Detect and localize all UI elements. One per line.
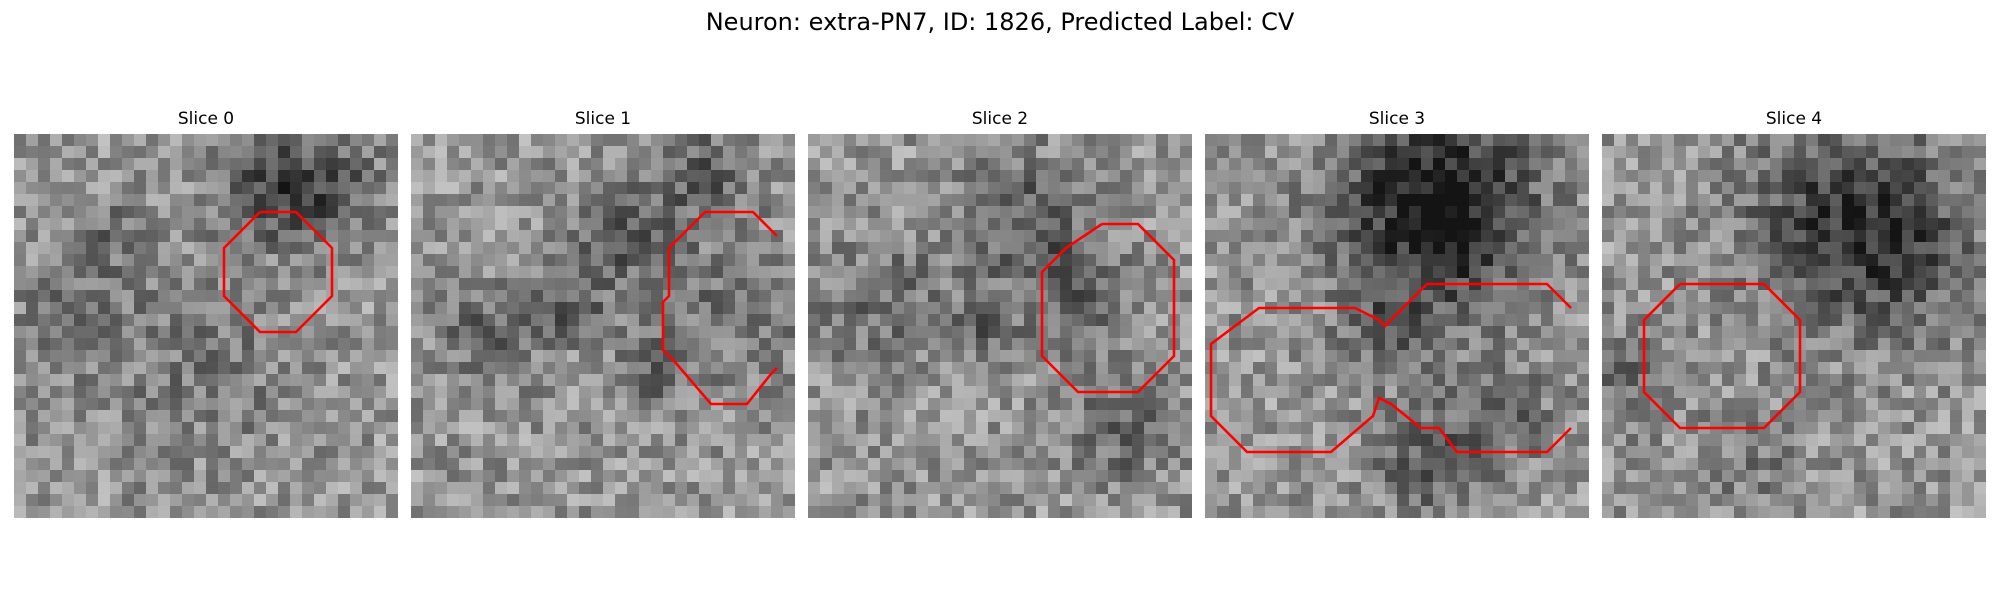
slice-panel-4: Slice 4 (1602, 108, 1986, 518)
slice-image (1602, 134, 1986, 518)
slice-panel-0: Slice 0 (14, 108, 398, 518)
slice-title: Slice 2 (971, 109, 1029, 129)
cell-contour (663, 212, 777, 404)
slice-image (411, 134, 795, 518)
slice-panel-1: Slice 1 (411, 108, 795, 518)
cell-contour (1211, 284, 1571, 452)
slice-panel-2: Slice 2 (808, 108, 1192, 518)
figure-title: Neuron: extra-PN7, ID: 1826, Predicted L… (705, 8, 1295, 36)
slice-image (1205, 134, 1589, 518)
slice-panel-3: Slice 3 (1205, 108, 1589, 518)
cell-contour (1042, 224, 1174, 392)
slice-image (14, 134, 398, 518)
slice-title: Slice 1 (574, 109, 632, 129)
cell-contour (1644, 284, 1800, 428)
slice-title: Slice 3 (1368, 109, 1426, 129)
slice-image (808, 134, 1192, 518)
slice-title: Slice 4 (1765, 109, 1823, 129)
slice-title: Slice 0 (177, 109, 235, 129)
cell-contour (224, 212, 332, 332)
